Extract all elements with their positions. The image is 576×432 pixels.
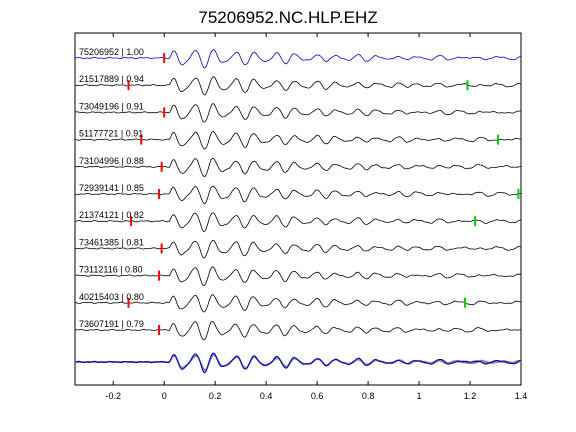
x-tick-label-5: 0.6 xyxy=(311,391,324,401)
trace-line-10 xyxy=(74,294,522,313)
trace-label-7: 21374121 | 0.82 xyxy=(79,210,144,220)
trace-label-5: 73104996 | 0.88 xyxy=(79,156,144,166)
trace-line-7 xyxy=(74,212,521,232)
plot-area-frame xyxy=(74,32,522,386)
x-tick-label-6: 0.8 xyxy=(362,391,375,401)
trace-line-11 xyxy=(75,320,522,341)
x-tick-label-4: 0.4 xyxy=(260,391,273,401)
trace-line-1 xyxy=(74,49,521,69)
trace-label-6: 72939141 | 0.85 xyxy=(79,183,144,193)
trace-label-11: 73607191 | 0.79 xyxy=(79,319,144,329)
trace-label-3: 73049196 | 0.91 xyxy=(79,101,144,111)
trace-label-9: 73112116 | 0.80 xyxy=(79,265,143,275)
trace-line-5 xyxy=(75,157,522,178)
trace-label-8: 73461385 | 0.81 xyxy=(79,237,144,247)
trace-label-1: 75206952 | 1.00 xyxy=(79,47,144,57)
trace-line-9 xyxy=(74,266,522,287)
x-tick-label-2: 0 xyxy=(162,391,167,401)
trace-line-3 xyxy=(74,103,521,123)
x-axis-ticks: -0.2 0 0.2 0.4 0.6 0.8 1 1.2 1.4 xyxy=(105,33,527,401)
stack-master-trace xyxy=(74,352,522,374)
x-tick-label-1: -0.2 xyxy=(105,391,121,401)
trace-labels-group: 75206952 | 1.00 21517889 | 0.94 73049196 |… xyxy=(79,47,144,329)
x-tick-label-3: 0.2 xyxy=(209,391,222,401)
trace-line-6 xyxy=(74,185,522,205)
trace-line-2 xyxy=(74,76,522,96)
trace-label-10: 40215403 | 0.80 xyxy=(79,292,144,302)
trace-line-4 xyxy=(74,130,522,150)
x-tick-label-7: 1 xyxy=(417,391,422,401)
x-tick-label-8: 1.2 xyxy=(464,391,477,401)
x-tick-label-9: 1.4 xyxy=(515,391,528,401)
trace-label-2: 21517889 | 0.94 xyxy=(79,74,144,84)
trace-line-8 xyxy=(75,239,522,259)
chart-title: 75206952.NC.HLP.EHZ xyxy=(198,8,378,27)
trace-label-4: 51177721 | 0.91 xyxy=(79,129,143,139)
traces-group xyxy=(74,49,522,374)
